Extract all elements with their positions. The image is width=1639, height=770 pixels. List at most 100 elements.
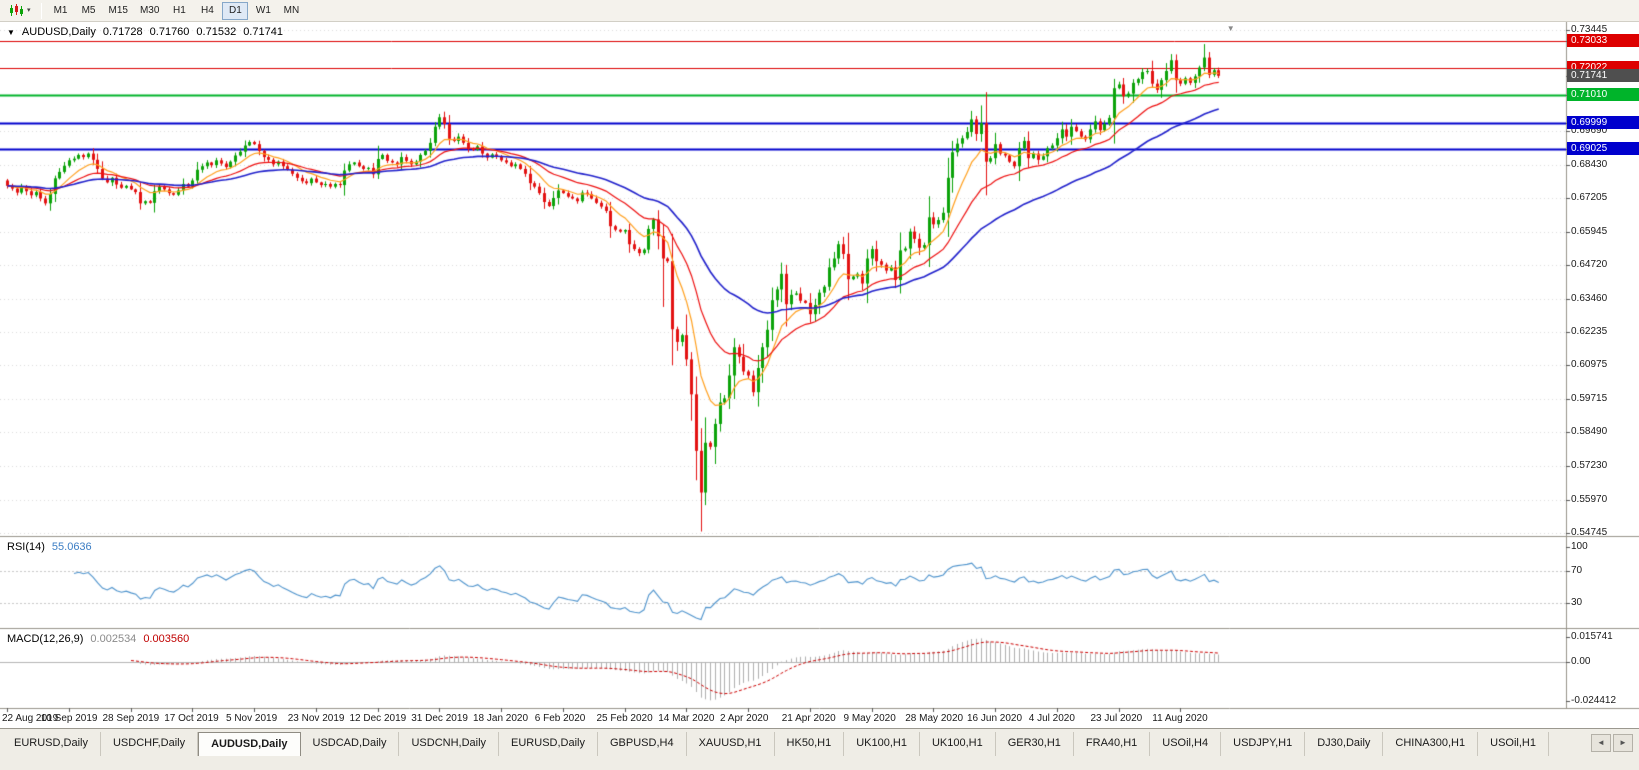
timeframe-button-m5[interactable]: M5 xyxy=(76,2,102,20)
x-axis-label: 28 Sep 2019 xyxy=(102,713,160,724)
y-axis-tick-label: 0.59715 xyxy=(1571,393,1608,405)
chart-tab-xauusd-h1[interactable]: XAUUSD,H1 xyxy=(687,732,775,756)
toolbar-separator xyxy=(40,2,42,19)
chart-tab-usoil-h1[interactable]: USOil,H1 xyxy=(1478,732,1549,756)
macd-scale-label: -0.024412 xyxy=(1571,695,1617,707)
x-axis-label: 4 Jul 2020 xyxy=(1028,713,1075,724)
ohlc-high-value: 0.71760 xyxy=(149,26,190,38)
x-axis-label: 6 Feb 2020 xyxy=(534,713,586,724)
y-axis-tick-label: 0.60975 xyxy=(1571,359,1608,371)
x-axis-label: 18 Jan 2020 xyxy=(473,713,529,724)
chart-tab-audusd-daily[interactable]: AUDUSD,Daily xyxy=(198,732,301,756)
x-axis-label: 11 Aug 2020 xyxy=(1152,713,1208,724)
price-line-badge: 0.69025 xyxy=(1567,141,1639,155)
tab-strip: EURUSD,Daily USDCHF,Daily AUDUSD,Daily USDC… xyxy=(0,729,1585,756)
x-axis-label: 21 Apr 2020 xyxy=(781,713,836,724)
chart-title: ▼ AUDUSD,Daily 0.71728 0.71760 0.71532 0… xyxy=(7,26,283,38)
chart-tab-gbpusd-h4[interactable]: GBPUSD,H4 xyxy=(598,732,687,756)
chart-window: ▼ AUDUSD,Daily 0.71728 0.71760 0.71532 0… xyxy=(0,22,1639,728)
symbol-expander-icon[interactable]: ▼ xyxy=(7,27,15,37)
timeframe-button-h1[interactable]: H1 xyxy=(166,2,192,20)
macd-scale-label: 0.015741 xyxy=(1571,630,1613,642)
chart-tab-usdjpy-h1[interactable]: USDJPY,H1 xyxy=(1221,732,1306,756)
chart-tab-eurusd-daily[interactable]: EURUSD,Daily xyxy=(499,732,598,756)
chart-tab-fra40-h1[interactable]: FRA40,H1 xyxy=(1074,732,1151,756)
chart-tab-hk50-h1[interactable]: HK50,H1 xyxy=(775,732,845,756)
symbol-period-label: AUDUSD,Daily xyxy=(21,26,96,38)
macd-signal-value: 0.003560 xyxy=(143,633,190,645)
timeframes-toolbar: ▾ M1 M5 M15 M30 H1 H4 D1 W1 MN xyxy=(0,0,1639,22)
macd-indicator-label: MACD(12,26,9) 0.002534 0.003560 xyxy=(7,633,189,645)
y-axis-tick-label: 0.63460 xyxy=(1571,292,1608,304)
y-axis-tick-label: 0.64720 xyxy=(1571,258,1608,270)
dropdown-caret-icon: ▾ xyxy=(27,7,31,14)
chart-shift-marker-icon[interactable]: ▼ xyxy=(1226,24,1235,33)
price-line-badge: 0.69999 xyxy=(1567,115,1639,129)
y-axis-tick-label: 0.68430 xyxy=(1571,158,1608,170)
x-axis-label: 22 Aug 2019 xyxy=(2,713,59,724)
x-axis-label: 9 May 2020 xyxy=(843,713,896,724)
chart-tab-china300-h1[interactable]: CHINA300,H1 xyxy=(1383,732,1479,756)
chart-tab-uk100-h1[interactable]: UK100,H1 xyxy=(920,732,996,756)
ohlc-close-value: 0.71741 xyxy=(243,26,283,38)
x-axis-label: 2 Apr 2020 xyxy=(720,713,769,724)
x-axis-label: 28 May 2020 xyxy=(905,713,964,724)
chart-tab-usdcad-daily[interactable]: USDCAD,Daily xyxy=(301,732,400,756)
timeframe-button-m30[interactable]: M30 xyxy=(135,2,164,20)
price-line-badge: 0.73033 xyxy=(1567,34,1639,48)
y-axis-tick-label: 0.65945 xyxy=(1571,225,1608,237)
x-axis-label: 23 Jul 2020 xyxy=(1090,713,1143,724)
y-axis-tick-label: 0.73445 xyxy=(1571,24,1608,35)
x-axis-label: 23 Nov 2019 xyxy=(287,713,345,724)
x-axis-label: 25 Feb 2020 xyxy=(596,713,653,724)
y-axis-tick-label: 0.69690 xyxy=(1571,125,1608,136)
timeframe-button-d1[interactable]: D1 xyxy=(222,1,249,20)
price-chart-canvas[interactable] xyxy=(0,22,1639,728)
price-line-badge: 0.71010 xyxy=(1567,88,1639,102)
window-bottom-strip xyxy=(0,756,1639,770)
tabs-scroll-right-button[interactable]: ► xyxy=(1613,733,1633,752)
y-axis-tick-label: 0.55970 xyxy=(1571,494,1608,506)
timeframe-button-mn[interactable]: MN xyxy=(278,2,304,20)
current-price-badge: 0.71741 xyxy=(1567,68,1639,82)
y-axis-tick-label: 0.58490 xyxy=(1571,426,1608,438)
timeframe-button-h4[interactable]: H4 xyxy=(194,2,220,20)
tabs-scroll-left-button[interactable]: ◄ xyxy=(1591,733,1611,752)
timeframe-button-w1[interactable]: W1 xyxy=(250,2,276,20)
x-axis-label: 5 Nov 2019 xyxy=(226,713,278,724)
x-axis-label: 12 Dec 2019 xyxy=(349,713,407,724)
rsi-indicator-label: RSI(14) 55.0636 xyxy=(7,541,92,553)
chart-tab-dj30-daily[interactable]: DJ30,Daily xyxy=(1305,732,1384,756)
chart-tab-usoil-h4[interactable]: USOil,H4 xyxy=(1150,732,1222,756)
chart-tab-usdcnh-daily[interactable]: USDCNH,Daily xyxy=(399,732,500,756)
chart-tab-eurusd-daily[interactable]: EURUSD,Daily xyxy=(2,732,101,756)
timeframe-button-m1[interactable]: M1 xyxy=(48,2,74,20)
rsi-scale-label: 30 xyxy=(1571,597,1583,608)
chart-tab-ger30-h1[interactable]: GER30,H1 xyxy=(996,732,1074,756)
ohlc-low-value: 0.71532 xyxy=(196,26,237,38)
rsi-name: RSI(14) xyxy=(7,541,45,553)
rsi-scale-label: 100 xyxy=(1571,541,1588,552)
x-axis-label: 16 Jun 2020 xyxy=(967,713,1023,724)
chart-tabs-bar: EURUSD,Daily USDCHF,Daily AUDUSD,Daily USDC… xyxy=(0,728,1639,756)
macd-main-value: 0.002534 xyxy=(90,633,137,645)
timeframe-button-m15[interactable]: M15 xyxy=(104,2,133,20)
rsi-scale-label: 70 xyxy=(1571,565,1583,576)
x-axis-label: 31 Dec 2019 xyxy=(411,713,468,724)
x-axis-label: 17 Oct 2019 xyxy=(164,713,219,724)
chart-tab-usdchf-daily[interactable]: USDCHF,Daily xyxy=(101,732,199,756)
y-axis-tick-label: 0.54745 xyxy=(1571,527,1608,538)
y-axis-tick-label: 0.57230 xyxy=(1571,460,1608,472)
chart-tab-uk100-h1[interactable]: UK100,H1 xyxy=(844,732,920,756)
tab-scroll-buttons: ◄ ► xyxy=(1585,729,1639,756)
ohlc-open-value: 0.71728 xyxy=(102,26,143,38)
macd-scale-label: 0.00 xyxy=(1571,656,1591,667)
x-axis-label: 10 Sep 2019 xyxy=(40,713,98,724)
chart-type-button[interactable]: ▾ xyxy=(4,1,36,21)
rsi-value: 55.0636 xyxy=(51,541,92,553)
y-axis-tick-label: 0.62235 xyxy=(1571,325,1608,337)
macd-name: MACD(12,26,9) xyxy=(7,633,84,645)
candlestick-chart-icon xyxy=(10,4,23,16)
x-axis-label: 14 Mar 2020 xyxy=(658,713,715,724)
